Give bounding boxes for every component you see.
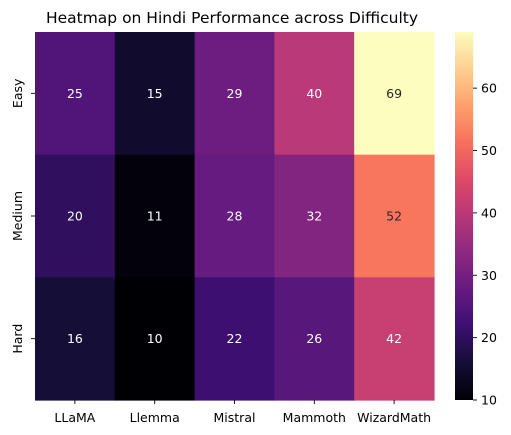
colorbar: 10 20 30 40 50 60 [455,32,497,408]
x-tick-label: Llemma [130,410,180,425]
heatmap-cell [274,32,355,156]
cell-value-label: 40 [306,86,322,101]
heatmap-cell [354,154,435,278]
x-tick-label: LLaMA [54,410,95,425]
y-axis: Easy Medium Hard [10,78,35,354]
cell-value-label: 26 [306,331,322,346]
heatmap-cells [35,32,435,401]
heatmap-cell [194,32,275,156]
cell-value-label: 20 [67,209,83,224]
cell-value-label: 15 [147,86,163,101]
colorbar-tick-label: 50 [481,143,497,158]
cell-value-label: 52 [386,209,402,224]
cell-value-label: 42 [386,331,402,346]
cell-value-label: 11 [147,209,163,224]
heatmap-cell [35,277,116,401]
colorbar-tick-label: 30 [481,268,497,283]
cell-value-label: 10 [147,331,163,346]
chart-title: Heatmap on Hindi Performance across Diff… [46,9,418,27]
cell-value-label: 22 [227,331,243,346]
heatmap-cell [114,277,196,401]
cell-value-label: 25 [67,86,83,101]
y-tick-label: Easy [10,78,25,108]
cell-value-label: 32 [306,209,322,224]
heatmap-cell [35,154,116,278]
heatmap-cell [354,277,435,401]
cell-value-label: 69 [386,86,402,101]
x-axis: LLaMA Llemma Mistral Mammoth WizardMath [54,400,431,425]
colorbar-tick-label: 40 [481,205,497,220]
cell-value-label: 16 [67,331,83,346]
heatmap-cell [194,154,275,278]
heatmap-cell [194,277,275,401]
y-tick-label: Medium [10,191,25,241]
colorbar-tick-label: 20 [481,330,497,345]
heatmap-cell [114,154,196,278]
colorbar-fill [455,32,473,400]
heatmap-cell [274,154,355,278]
y-tick-label: Hard [10,324,25,354]
heatmap-cell-labels: 25 15 29 40 69 20 11 28 32 52 16 10 22 26 42 [67,86,402,346]
heatmap-cell [114,32,196,156]
heatmap-cell [274,277,355,401]
colorbar-tick-label: 60 [481,81,497,96]
cell-value-label: 29 [227,86,243,101]
cell-value-label: 28 [227,209,243,224]
x-tick-label: Mistral [214,410,256,425]
x-tick-label: WizardMath [357,410,431,425]
heatmap-cell [35,32,116,156]
colorbar-tick-label: 10 [481,393,497,408]
x-tick-label: Mammoth [283,410,346,425]
heatmap-cell [354,32,435,156]
